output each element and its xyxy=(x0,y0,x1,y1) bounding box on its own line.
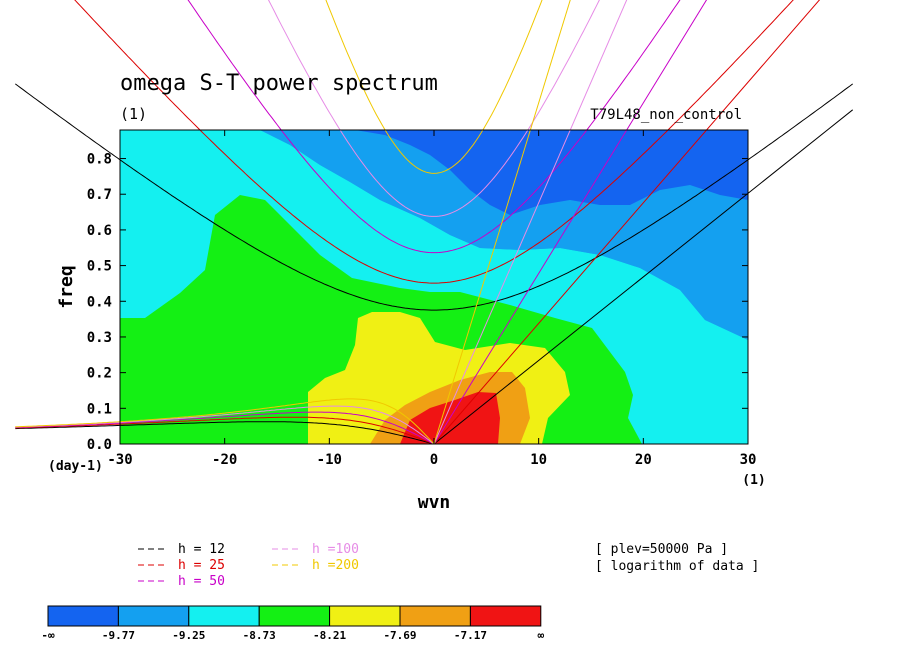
y-tick-label: 0.1 xyxy=(87,401,112,417)
dispersion-curve-12-rossby xyxy=(15,421,435,444)
x-axis-label: wvn xyxy=(418,492,451,513)
x-tick-label: 0 xyxy=(430,452,438,468)
x-tick-label: 20 xyxy=(635,452,652,468)
legend-label: h =200 xyxy=(312,558,359,573)
colorbar-swatch xyxy=(117,605,190,627)
colorbar-label: -∞ xyxy=(41,629,55,642)
y-tick-label: 0.2 xyxy=(87,366,112,382)
dispersion-curve-200-gravity xyxy=(325,0,543,174)
x-units-label: (1) xyxy=(742,473,765,488)
y-tick-label: 0.4 xyxy=(87,294,112,310)
dispersion-curve-25-gravity xyxy=(74,0,794,284)
legend-label: h = 25 xyxy=(178,558,225,573)
dispersion-curve-25-kelvin xyxy=(433,0,821,444)
x-tick-label: -10 xyxy=(317,452,342,468)
dispersion-curve-100-gravity xyxy=(267,0,600,217)
colorbar-label: -7.69 xyxy=(383,629,416,642)
colorbar-label: ∞ xyxy=(537,629,544,642)
dataset-label: T79L48_non_control xyxy=(590,107,742,123)
y-tick-label: 0.5 xyxy=(87,259,112,275)
dispersion-curve-200-rossby xyxy=(15,398,435,444)
info-line-log: [ logarithm of data ] xyxy=(595,559,759,574)
y-units-label: (day-1) xyxy=(48,459,103,474)
info-line-plev: [ plev=50000 Pa ] xyxy=(595,542,728,557)
colorbar-swatch xyxy=(399,605,471,627)
x-tick-label: 30 xyxy=(740,452,757,468)
x-tick-label: -30 xyxy=(107,452,132,468)
colorbar-label: -9.77 xyxy=(102,629,135,642)
axis-ticks: -30 -20 -10 0 10 20 30 0.0 0.1 0.2 0.3 0.4 0.5 0.6 0.7… xyxy=(87,130,757,468)
title-units: (1) xyxy=(120,105,147,123)
colorbar-label: -8.73 xyxy=(243,629,276,642)
dispersion-curve-50-kelvin xyxy=(433,0,708,444)
y-tick-label: 0.7 xyxy=(87,187,112,203)
legend-label: h =100 xyxy=(312,542,359,557)
dispersion-curve-12-gravity xyxy=(15,83,854,311)
legend-label: h = 50 xyxy=(178,574,225,589)
dispersion-curve-100-kelvin xyxy=(433,0,628,444)
y-tick-label: 0.6 xyxy=(87,223,112,239)
dispersion-curve-50-gravity xyxy=(187,0,681,254)
x-tick-label: -20 xyxy=(212,452,237,468)
dispersion-curve-200-kelvin xyxy=(433,0,571,444)
x-tick-label: 10 xyxy=(530,452,547,468)
colorbar-swatch xyxy=(258,605,331,627)
dispersion-curve-25-rossby xyxy=(15,416,435,444)
colorbar-swatch xyxy=(188,605,260,627)
colorbar: -∞ -9.77 -9.25 -8.73 -8.21 -7.69 -7.17 ∞ xyxy=(41,605,544,642)
y-tick-label: 0.0 xyxy=(87,437,112,453)
contour-fills xyxy=(120,130,748,444)
colorbar-label: -9.25 xyxy=(172,629,205,642)
dispersion-curve-50-rossby xyxy=(15,411,435,444)
colorbar-swatch xyxy=(47,605,119,627)
y-axis-label: freq xyxy=(56,265,77,308)
chart-title: omega S-T power spectrum xyxy=(120,71,438,96)
y-tick-label: 0.8 xyxy=(87,152,112,168)
dispersion-curve-12-kelvin xyxy=(433,109,854,444)
colorbar-label: -8.21 xyxy=(313,629,346,642)
colorbar-label: -7.17 xyxy=(454,629,487,642)
legend-label: h = 12 xyxy=(178,542,225,557)
dispersion-curves xyxy=(15,0,854,444)
y-tick-label: 0.3 xyxy=(87,330,112,346)
colorbar-swatch xyxy=(469,605,542,627)
colorbar-swatch xyxy=(329,605,401,627)
